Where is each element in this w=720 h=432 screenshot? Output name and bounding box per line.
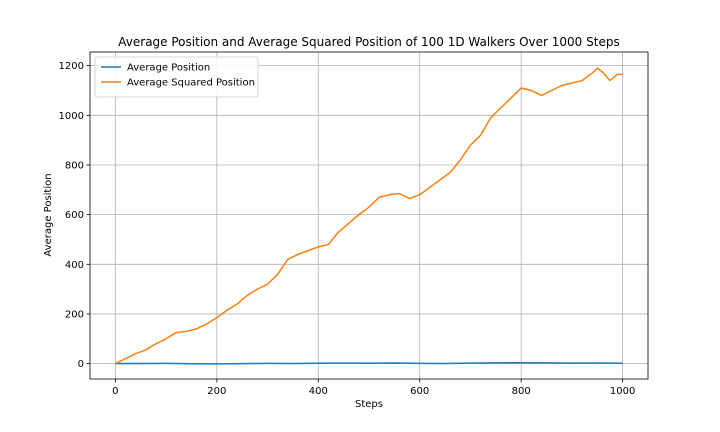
axis-ticks: 0 200 400 600 800 1000 0 200 400 600 800 1000 1200 (59, 61, 636, 397)
y-tick-label: 400 (65, 260, 84, 271)
y-tick-label: 200 (65, 309, 84, 320)
x-tick-label: 400 (309, 386, 328, 397)
y-tick-label: 1000 (59, 111, 84, 122)
legend: Average Position Average Squared Position (94, 56, 259, 98)
x-tick-label: 800 (512, 386, 531, 397)
series-lines (115, 67, 623, 365)
y-axis-label: Average Position (43, 173, 54, 256)
y-tick-label: 800 (65, 160, 84, 171)
plot-frame (89, 51, 649, 380)
legend-label-1: Average Position (127, 63, 210, 74)
x-axis-label: Steps (355, 399, 383, 410)
x-tick-label: 200 (207, 386, 226, 397)
series-line-2 (115, 67, 623, 365)
y-tick-label: 600 (65, 210, 84, 221)
legend-label-2: Average Squared Position (127, 78, 255, 89)
x-tick-label: 1000 (610, 386, 635, 397)
x-tick-label: 600 (410, 386, 429, 397)
legend-box (94, 56, 259, 98)
y-tick-label: 0 (78, 359, 84, 370)
x-tick-label: 0 (112, 386, 118, 397)
chart-title: Average Position and Average Squared Pos… (118, 35, 619, 49)
grid (90, 52, 648, 379)
y-tick-label: 1200 (59, 61, 84, 72)
series-line-1 (115, 361, 623, 365)
